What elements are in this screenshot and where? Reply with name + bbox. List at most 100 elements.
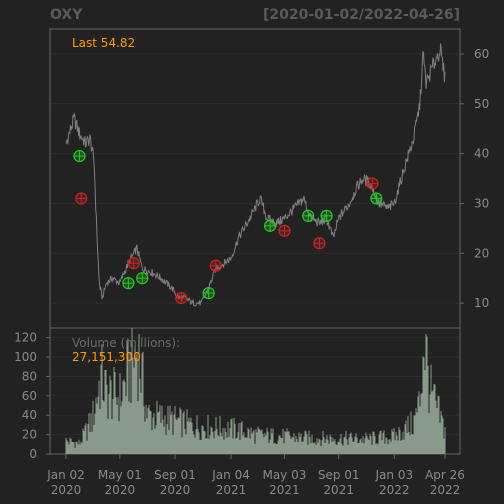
volume-bar: [254, 443, 256, 454]
volume-bar: [142, 351, 144, 454]
volume-bar: [131, 328, 133, 454]
volume-bar: [354, 436, 356, 454]
volume-bar: [91, 431, 93, 454]
volume-bar: [362, 435, 364, 454]
price-gridlines: [51, 53, 459, 304]
volume-bar: [104, 370, 106, 454]
volume-bar: [155, 425, 157, 454]
volume-bar: [120, 406, 122, 454]
volume-bar: [256, 432, 258, 454]
volume-bar: [301, 441, 303, 454]
volume-bar: [119, 373, 121, 454]
volume-bar: [347, 445, 349, 454]
volume-bar: [147, 407, 149, 454]
volume-bar: [353, 441, 355, 454]
x-tick-year: 2021: [269, 483, 300, 497]
volume-bar: [102, 400, 104, 454]
volume-bar: [222, 427, 224, 454]
buy-signal-marker: [122, 277, 135, 290]
volume-bar: [122, 380, 124, 454]
x-tick-year: 2021: [216, 483, 247, 497]
volume-bar: [186, 409, 188, 454]
volume-bar: [181, 437, 183, 454]
volume-bar: [351, 437, 353, 454]
volume-bar: [148, 404, 150, 454]
volume-bar: [365, 432, 367, 454]
volume-bar: [204, 431, 206, 454]
volume-bar: [260, 430, 262, 454]
volume-bar: [289, 435, 291, 454]
volume-bar: [242, 435, 244, 454]
volume-bar: [167, 406, 169, 454]
volume-bar: [419, 406, 421, 454]
volume-bar: [428, 413, 430, 454]
sell-signal-marker: [75, 192, 88, 205]
buy-signal-marker: [202, 287, 215, 300]
volume-tick-label: 40: [22, 408, 37, 422]
volume-bar: [161, 405, 163, 454]
volume-bar: [111, 419, 113, 454]
volume-bar: [265, 435, 267, 454]
volume-bar: [414, 415, 416, 454]
volume-bar: [435, 400, 437, 454]
volume-bar: [283, 443, 285, 454]
volume-bar: [325, 439, 327, 454]
volume-bar: [381, 440, 383, 454]
volume-bar: [94, 413, 96, 454]
volume-bar: [336, 444, 338, 454]
x-tick-date: Jan 03: [375, 468, 414, 482]
sell-signal-marker: [127, 257, 140, 270]
volume-bar: [430, 364, 432, 454]
volume-bar: [188, 417, 190, 454]
volume-bar: [233, 417, 235, 454]
volume-bar: [199, 439, 201, 454]
price-tick-label: 60: [474, 47, 489, 61]
x-tick-date: Apr 26: [425, 468, 465, 482]
buy-signal-marker: [73, 149, 86, 163]
volume-bar: [310, 443, 312, 454]
volume-bar: [251, 433, 253, 454]
volume-bar: [366, 435, 368, 454]
volume-bar: [69, 437, 71, 454]
volume-bar: [138, 334, 140, 454]
volume-bar: [357, 443, 359, 454]
volume-bar: [401, 439, 403, 454]
price-y-axis: 10 20 30 40 50 60: [460, 47, 489, 310]
volume-bar: [329, 434, 331, 454]
volume-bar: [76, 441, 78, 454]
volume-bar: [179, 407, 181, 454]
volume-bar: [408, 432, 410, 454]
volume-bar: [235, 438, 237, 454]
volume-bar: [137, 401, 139, 454]
volume-bar: [187, 421, 189, 454]
volume-bar: [280, 437, 282, 454]
volume-bar: [349, 433, 351, 454]
volume-bar: [333, 441, 335, 454]
volume-bar: [319, 439, 321, 454]
volume-bar: [296, 439, 298, 454]
volume-bar: [225, 431, 227, 454]
volume-bar: [205, 438, 207, 454]
volume-bar: [322, 430, 324, 454]
volume-bar: [149, 410, 151, 454]
volume-bar: [352, 441, 354, 454]
volume-bar: [348, 437, 350, 454]
volume-tick-label: 0: [29, 447, 37, 461]
volume-bar: [130, 402, 132, 454]
volume-bar: [340, 433, 342, 454]
volume-bar: [292, 437, 294, 454]
volume-bar: [253, 429, 255, 454]
volume-bar: [429, 394, 431, 454]
volume-bar: [326, 435, 328, 454]
volume-bar: [422, 356, 424, 454]
volume-bar: [286, 428, 288, 454]
volume-bar: [160, 422, 162, 454]
volume-bar: [255, 429, 257, 454]
volume-bar: [121, 401, 123, 454]
volume-bar: [344, 436, 346, 454]
volume-bar: [238, 423, 240, 454]
volume-bar: [345, 430, 347, 454]
volume-bar: [209, 434, 211, 454]
volume-bar: [281, 438, 283, 454]
volume-bar: [241, 421, 243, 454]
